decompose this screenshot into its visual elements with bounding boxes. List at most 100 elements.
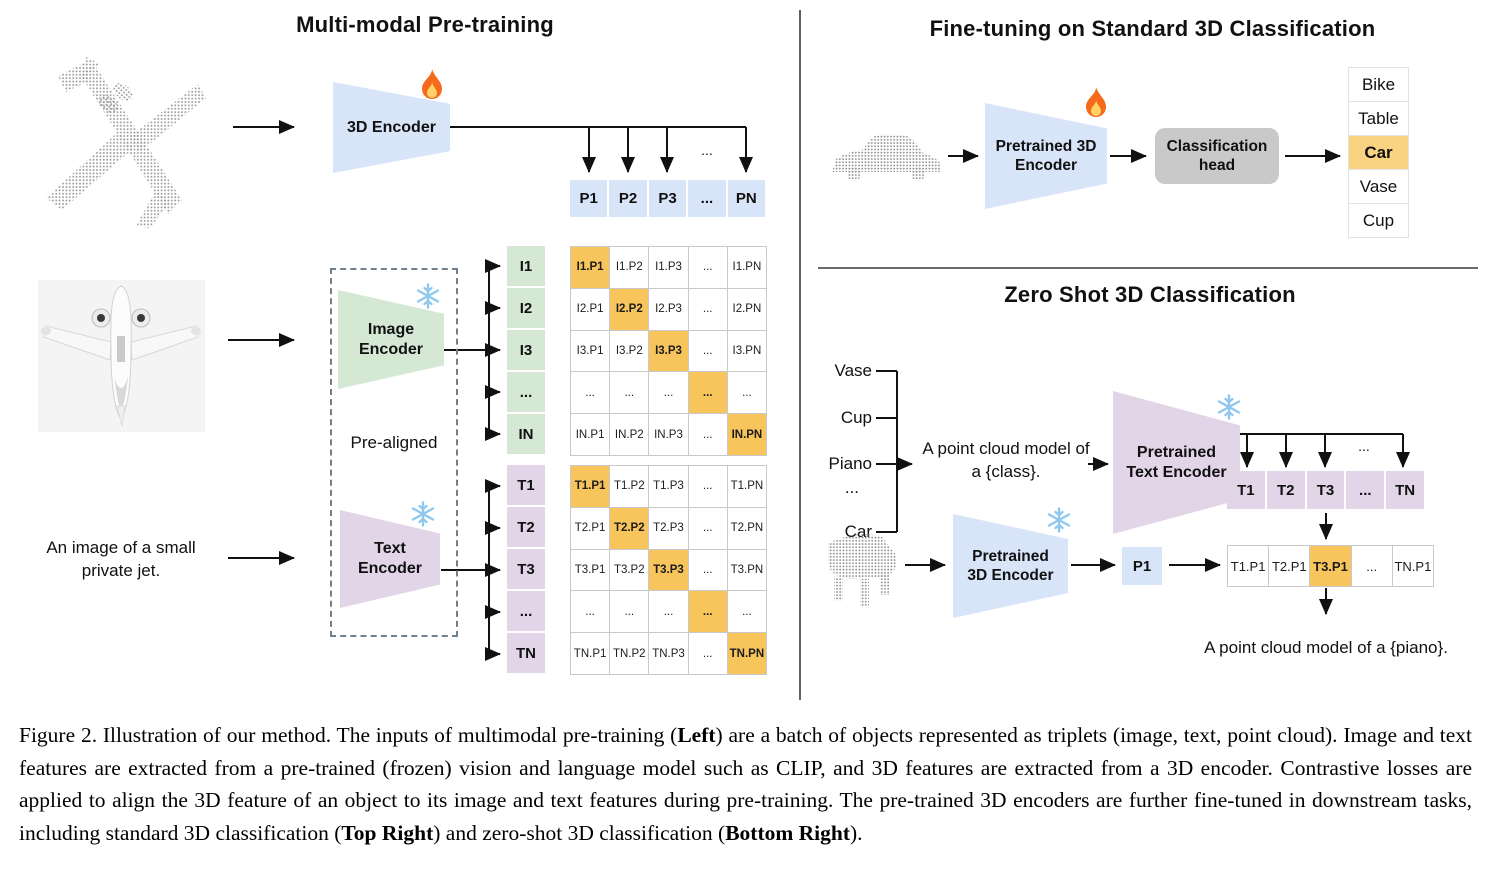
lines-text-encoder-to-t-rows xyxy=(441,479,501,661)
class-option: Cup xyxy=(1348,203,1409,238)
zeroshot-class-option: ... xyxy=(844,478,859,497)
image-feature-cell: I1 xyxy=(507,246,545,286)
p-feature-cell: ... xyxy=(688,180,726,217)
zeroshot-class-option: Vase xyxy=(834,361,873,380)
matrix-cell: I3.P2 xyxy=(610,330,649,372)
caption-segment: ) and zero-shot 3D classification ( xyxy=(433,820,726,845)
matrix-cell: ... xyxy=(688,466,727,507)
zeroshot-class-option: Piano xyxy=(828,454,872,473)
matrix-cell: ... xyxy=(571,372,610,414)
caption-segment: ). xyxy=(850,820,863,845)
airplane-point-cloud xyxy=(46,56,206,228)
matrix-cell: TN.P2 xyxy=(610,633,649,674)
matrix-cell: ... xyxy=(688,372,727,414)
matrix-cell: I1.PN xyxy=(727,247,766,288)
text-feature-cell: T3 xyxy=(507,549,545,589)
image-feature-cell: I3 xyxy=(507,330,545,370)
prealigned-box xyxy=(330,268,458,637)
finetune-class-list: Bike Table Car Vase Cup xyxy=(1348,67,1409,238)
similarity-cell: ... xyxy=(1351,546,1392,586)
matrix-cell: ... xyxy=(649,591,688,633)
caption-bold-segment: Left xyxy=(677,723,716,747)
zeroshot-class-option: Cup xyxy=(840,408,872,427)
matrix-cell: T3.P1 xyxy=(571,549,610,591)
matrix-cell: T3.P2 xyxy=(610,549,649,591)
matrix-cell: IN.P2 xyxy=(610,414,649,455)
matrix-cell: ... xyxy=(688,414,727,455)
matrix-cell: IN.P3 xyxy=(649,414,688,455)
matrix-cell: ... xyxy=(610,591,649,633)
fire-icon xyxy=(1086,87,1106,117)
matrix-cell: ... xyxy=(727,591,766,633)
image-feature-cell: ... xyxy=(507,372,545,412)
caption-bold-segment: Bottom Right xyxy=(725,820,851,845)
matrix-cell: T2.PN xyxy=(727,507,766,549)
snowflake-icon xyxy=(411,501,435,527)
lines-3d-encoder-to-p-row xyxy=(450,126,753,173)
piano-point-cloud xyxy=(828,534,897,607)
image-point-similarity-matrix: I1.P1 I1.P2 I1.P3... I1.PN I2.P1 I2.P2 I2.P3..… xyxy=(570,246,767,456)
matrix-cell: IN.P1 xyxy=(571,414,610,455)
matrix-cell: T2.P1 xyxy=(571,507,610,549)
classification-head-block: Classification head xyxy=(1155,128,1279,184)
text-feature-cell: T2 xyxy=(507,507,545,547)
class-option: Car xyxy=(1348,135,1409,170)
matrix-cell: T1.P2 xyxy=(610,466,649,507)
t-feature-ellipsis: ... xyxy=(1358,438,1370,454)
matrix-cell: I1.P3 xyxy=(649,247,688,288)
snowflake-icon xyxy=(1217,394,1241,420)
p-feature-cell: PN xyxy=(727,180,766,217)
class-option: Bike xyxy=(1348,67,1409,102)
snowflake-icon xyxy=(1047,507,1071,533)
p-feature-cell: P3 xyxy=(648,180,687,217)
classification-head-label: Classification head xyxy=(1166,137,1268,174)
matrix-cell: I3.PN xyxy=(727,330,766,372)
jet-photo xyxy=(38,280,205,432)
lines-image-encoder-to-i-rows xyxy=(444,259,501,441)
matrix-cell: T1.P3 xyxy=(649,466,688,507)
matrix-cell: ... xyxy=(727,372,766,414)
jet-illustration xyxy=(41,285,201,427)
image-encoder-label: Image Encoder xyxy=(358,320,423,358)
t-feature-cell: T3 xyxy=(1306,471,1345,509)
matrix-cell: ... xyxy=(688,330,727,372)
text-encoder-label: Text Encoder xyxy=(357,540,422,577)
matrix-cell: TN.P1 xyxy=(571,633,610,674)
class-option: Vase xyxy=(1348,169,1409,204)
p-feature-cell: P2 xyxy=(609,180,647,217)
p-row-ellipsis: ... xyxy=(701,142,713,158)
matrix-cell: ... xyxy=(688,288,727,330)
similarity-cell: T1.P1 xyxy=(1228,546,1269,586)
t-feature-cell: T1 xyxy=(1227,471,1265,509)
similarity-cell: T3.P1 xyxy=(1310,546,1351,586)
matrix-cell: ... xyxy=(688,591,727,633)
caption-bold-segment: Top Right xyxy=(341,820,434,845)
matrix-cell: I2.P2 xyxy=(610,288,649,330)
caption-segment: Figure 2. Illustration of our method. Th… xyxy=(19,723,678,747)
figure-caption: Figure 2. Illustration of our method. Th… xyxy=(19,719,1472,849)
matrix-cell: ... xyxy=(688,549,727,591)
pretraining-title: Multi-modal Pre-training xyxy=(296,12,554,37)
t-feature-cell: TN xyxy=(1386,471,1424,509)
matrix-cell: I2.P3 xyxy=(649,288,688,330)
prompt-text: A point cloud model of a {class}. xyxy=(922,439,1090,481)
matrix-cell: T1.P1 xyxy=(571,466,610,507)
text-feature-cell: T1 xyxy=(507,465,545,505)
matrix-cell: ... xyxy=(610,372,649,414)
text-point-similarity-matrix: T1.P1 T1.P2 T1.P3... T1.PN T2.P1 T2.P2 T2.P3..… xyxy=(570,465,767,675)
matrix-cell: TN.P3 xyxy=(649,633,688,674)
3d-encoder-label: 3D Encoder xyxy=(347,118,436,136)
similarity-row: T1.P1 T2.P1 T3.P1... TN.P1 xyxy=(1227,545,1434,587)
lines-text-encoder-to-t-features xyxy=(1240,433,1410,468)
class-option: Table xyxy=(1348,101,1409,136)
zeroshot-3d-encoder-label: Pretrained 3D Encoder xyxy=(967,547,1054,584)
matrix-cell: ... xyxy=(649,372,688,414)
p-feature-cell: P1 xyxy=(570,180,608,217)
text-feature-cell: TN xyxy=(507,633,545,673)
zeroshot-title: Zero Shot 3D Classification xyxy=(1004,282,1296,307)
similarity-cell: T2.P1 xyxy=(1269,546,1310,586)
class-bracket xyxy=(876,370,913,533)
image-feature-cell: IN xyxy=(507,414,545,454)
image-caption-text: An image of a small private jet. xyxy=(46,538,196,580)
